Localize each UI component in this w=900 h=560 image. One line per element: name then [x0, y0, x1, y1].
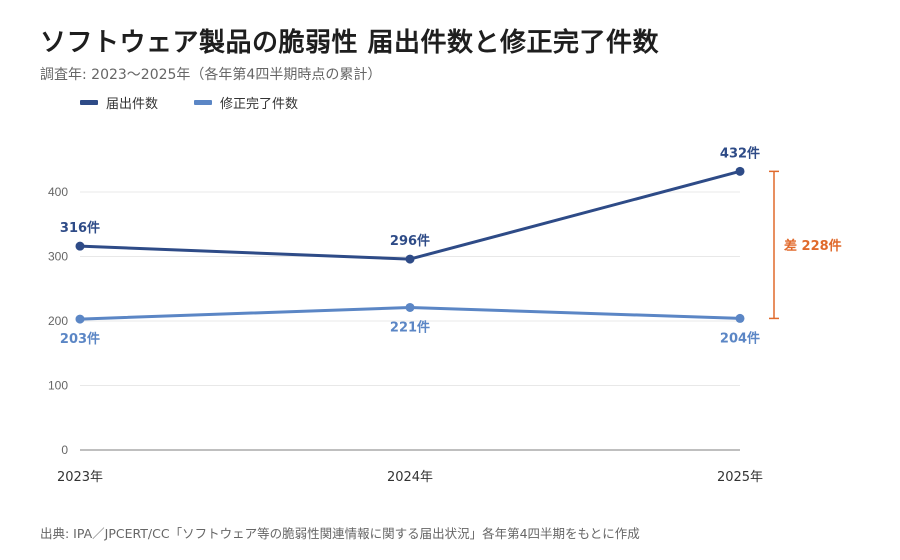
series-0-point-0 — [75, 241, 85, 251]
data-label-reports-2: 432件 — [720, 145, 760, 161]
chart-subtitle: 調査年: 2023〜2025年（各年第4四半期時点の累計） — [40, 67, 382, 83]
y-tick-label-0: 0 — [61, 443, 68, 457]
legend-label-fixed: 修正完了件数 — [220, 97, 299, 112]
series-1-point-1 — [405, 302, 415, 312]
data-label-fixed-2: 204件 — [720, 330, 760, 346]
data-label-fixed-0: 203件 — [60, 331, 100, 347]
legend: 届出件数 修正完了件数 — [80, 93, 334, 112]
data-label-reports-0: 316件 — [60, 220, 100, 236]
y-tick-label-100: 100 — [48, 379, 68, 393]
legend-swatch-reports — [80, 100, 98, 105]
chart-title: ソフトウェア製品の脆弱性 届出件数と修正完了件数 — [40, 28, 660, 58]
x-tick-label-1: 2024年 — [387, 470, 433, 485]
legend-item-fixed: 修正完了件数 — [194, 93, 298, 112]
x-tick-label-0: 2023年 — [57, 470, 103, 485]
x-tick-label-2: 2025年 — [717, 470, 763, 485]
y-tick-label-400: 400 — [48, 185, 68, 199]
y-tick-label-200: 200 — [48, 314, 68, 328]
series-1-point-2 — [735, 313, 745, 323]
gap-label: 差 228件 — [784, 238, 842, 254]
y-tick-label-300: 300 — [48, 250, 68, 264]
data-label-reports-1: 296件 — [390, 233, 430, 249]
legend-swatch-fixed — [194, 100, 213, 105]
legend-item-reports: 届出件数 — [80, 93, 158, 112]
legend-label-reports: 届出件数 — [106, 97, 159, 112]
series-0-point-1 — [405, 254, 415, 264]
series-0-point-2 — [735, 166, 745, 176]
series-1-point-0 — [75, 314, 85, 324]
source-note: 出典: IPA／JPCERT/CC「ソフトウェア等の脆弱性関連情報に関する届出状… — [40, 526, 640, 541]
data-label-fixed-1: 221件 — [390, 319, 430, 335]
